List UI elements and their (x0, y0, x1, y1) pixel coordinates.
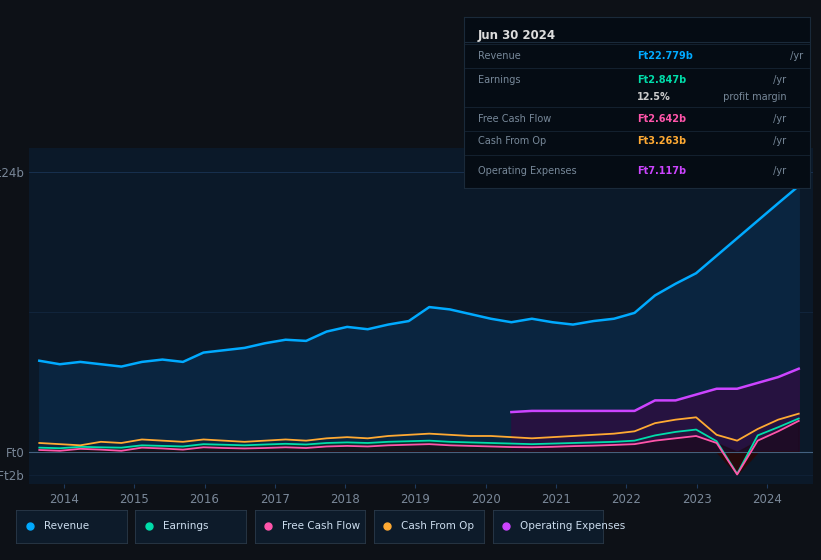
Text: 12.5%: 12.5% (637, 92, 671, 102)
Text: Jun 30 2024: Jun 30 2024 (478, 29, 556, 42)
Text: Operating Expenses: Operating Expenses (521, 521, 626, 531)
Text: Earnings: Earnings (478, 75, 521, 85)
Text: Cash From Op: Cash From Op (401, 521, 475, 531)
Text: /yr: /yr (770, 114, 787, 124)
Text: /yr: /yr (770, 75, 787, 85)
Text: Earnings: Earnings (163, 521, 209, 531)
Text: Operating Expenses: Operating Expenses (478, 166, 576, 175)
Text: /yr: /yr (770, 137, 787, 147)
Text: Free Cash Flow: Free Cash Flow (478, 114, 551, 124)
Text: Ft3.263b: Ft3.263b (637, 137, 686, 147)
Text: Revenue: Revenue (44, 521, 89, 531)
Text: Ft7.117b: Ft7.117b (637, 166, 686, 175)
Text: /yr: /yr (787, 51, 803, 61)
Text: Revenue: Revenue (478, 51, 521, 61)
Text: Free Cash Flow: Free Cash Flow (282, 521, 360, 531)
Text: Ft2.847b: Ft2.847b (637, 75, 686, 85)
Text: profit margin: profit margin (720, 92, 787, 102)
Text: Ft2.642b: Ft2.642b (637, 114, 686, 124)
Text: Cash From Op: Cash From Op (478, 137, 546, 147)
Text: /yr: /yr (770, 166, 787, 175)
Text: Ft22.779b: Ft22.779b (637, 51, 693, 61)
